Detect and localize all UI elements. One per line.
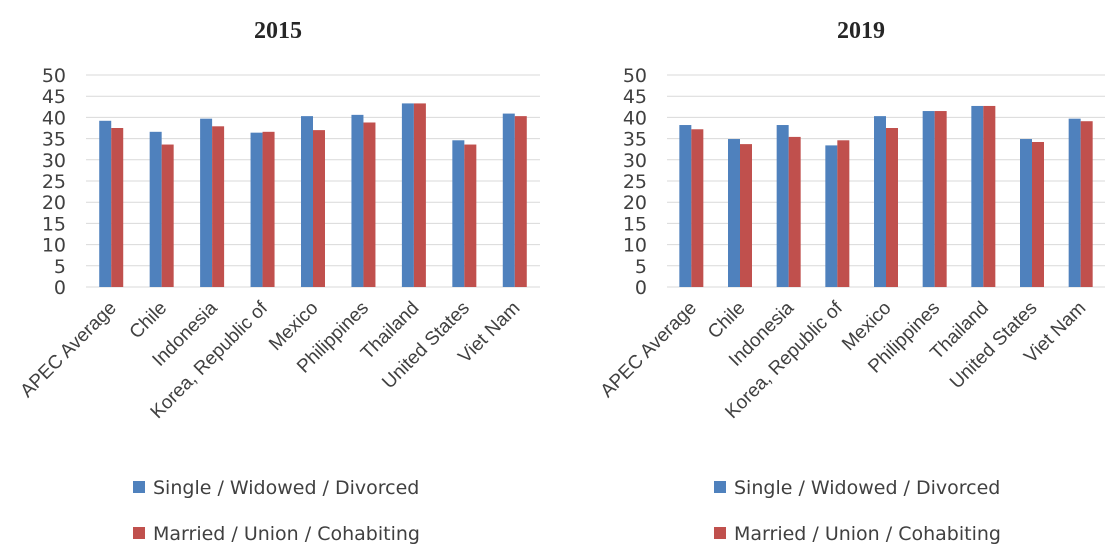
bar-married [983, 105, 996, 288]
bar-married [262, 131, 275, 287]
bar-married [514, 116, 527, 288]
bar-single [200, 118, 213, 287]
bar-single [99, 120, 112, 288]
y-tick-label: 10 [42, 235, 66, 257]
y-tick-label: 20 [623, 192, 647, 214]
bar-single [825, 145, 838, 287]
bar-married [886, 128, 898, 287]
legend-entry: Single / Widowed / Divorced [153, 477, 419, 499]
bar-single [1020, 139, 1032, 287]
y-tick-label: 0 [635, 277, 647, 299]
bar-married [934, 111, 947, 287]
y-tick-label: 40 [623, 107, 647, 129]
x-category-label: APEC Average [597, 298, 701, 402]
x-category-label: APEC Average [17, 298, 121, 402]
bar-married [413, 103, 426, 288]
y-tick-label: 50 [623, 65, 647, 87]
y-tick-label: 25 [623, 171, 647, 193]
y-tick-label: 35 [623, 129, 647, 151]
y-tick-label: 45 [623, 86, 647, 108]
bar-single [250, 132, 263, 287]
legend-swatch [133, 481, 145, 493]
bar-single [776, 125, 789, 287]
bar-single [679, 125, 692, 287]
legend-entry: Married / Union / Cohabiting [734, 523, 1001, 544]
bar-married [837, 140, 850, 287]
legend-entry: Single / Widowed / Divorced [734, 477, 1000, 499]
bar-married [740, 144, 752, 287]
legend-swatch [714, 527, 726, 539]
bar-single [502, 113, 515, 287]
y-tick-label: 30 [623, 150, 647, 172]
x-category-label: Chile [704, 298, 749, 343]
y-tick-label: 15 [42, 213, 66, 235]
bar-single [149, 131, 162, 287]
bar-married [691, 129, 704, 287]
y-tick-label: 45 [42, 86, 66, 108]
bar-married [111, 128, 124, 287]
chart-title: 2019 [837, 18, 885, 44]
bar-married [212, 126, 225, 287]
bar-married [313, 130, 325, 287]
legend-swatch [133, 527, 145, 539]
bar-single [874, 116, 886, 288]
bar-single [301, 116, 313, 288]
bar-single [922, 111, 935, 287]
legend-swatch [714, 481, 726, 493]
bar-single [971, 105, 984, 288]
y-tick-label: 5 [54, 256, 66, 278]
x-category-label: United States [378, 298, 474, 394]
y-tick-label: 35 [42, 129, 66, 151]
bar-single [728, 139, 740, 287]
legend-entry: Married / Union / Cohabiting [153, 523, 420, 544]
x-category-label: Chile [126, 298, 171, 343]
y-tick-label: 20 [42, 192, 66, 214]
bar-married [1032, 141, 1044, 287]
y-tick-label: 50 [42, 65, 66, 87]
y-tick-label: 0 [54, 277, 66, 299]
y-tick-label: 30 [42, 150, 66, 172]
y-tick-label: 40 [42, 107, 66, 129]
y-tick-label: 15 [623, 213, 647, 235]
bar-married [464, 144, 477, 287]
bar-married [363, 122, 376, 287]
bar-single [452, 140, 465, 287]
bar-single [351, 114, 364, 287]
y-tick-label: 5 [635, 256, 647, 278]
bar-single [401, 103, 414, 288]
y-tick-label: 10 [623, 235, 647, 257]
chart-title: 2015 [254, 18, 302, 44]
bar-married [1080, 121, 1093, 287]
bar-married [788, 136, 801, 287]
bar-single [1068, 118, 1081, 287]
y-tick-label: 25 [42, 171, 66, 193]
bar-married [161, 144, 174, 287]
